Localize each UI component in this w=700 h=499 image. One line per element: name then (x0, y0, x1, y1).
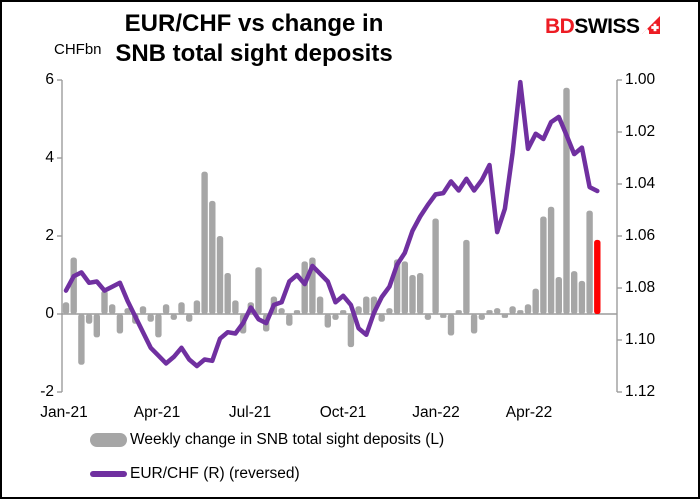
right-axis-tick: 1.08 (625, 279, 656, 296)
deposit-change-bar (571, 271, 578, 314)
deposit-change-bar (124, 308, 131, 314)
deposit-change-bar (232, 300, 239, 314)
left-axis-tick: -2 (40, 383, 54, 400)
chart-title-line1: EUR/CHF vs change in (124, 10, 384, 37)
x-axis-tick: Jan-21 (40, 404, 88, 421)
deposit-change-bar (186, 314, 193, 322)
deposit-change-bar (255, 267, 262, 314)
right-axis-tick: 1.02 (625, 123, 656, 140)
deposit-change-bar (532, 288, 539, 314)
deposit-change-bar (478, 314, 485, 320)
deposit-change-bar (155, 314, 162, 338)
right-axis-tick: 1.12 (625, 383, 656, 400)
deposit-change-bar (424, 314, 432, 320)
deposit-change-bar (278, 308, 285, 314)
deposit-change-bar (316, 296, 324, 314)
deposit-change-bar (432, 218, 439, 314)
left-axis-tick: 4 (45, 149, 54, 166)
left-axis-tick: 0 (45, 305, 54, 322)
deposit-change-bar (455, 310, 462, 314)
deposit-change-bar (463, 239, 470, 314)
deposit-change-bar (293, 310, 301, 314)
left-axis-unit-label: CHFbn (54, 41, 102, 58)
right-axis-tick: 1.06 (625, 227, 656, 244)
deposit-change-bar (201, 171, 208, 314)
deposit-change-bar (93, 314, 100, 338)
deposit-change-bar (509, 306, 516, 314)
legend-item-bars: Weekly change in SNB total sight deposit… (90, 431, 444, 449)
bar-series-swatch (90, 433, 127, 447)
deposit-change-bar (70, 257, 77, 314)
highlighted-latest-bar (594, 239, 601, 314)
x-axis-tick: Jan-22 (412, 404, 460, 421)
deposit-change-bar (540, 216, 547, 314)
deposit-change-bar (101, 290, 108, 314)
deposit-change-bar (78, 314, 85, 365)
deposit-change-bar (139, 306, 147, 314)
eurchf-line (63, 79, 600, 369)
deposit-change-bar (109, 304, 116, 314)
deposit-change-bar (62, 302, 70, 314)
right-axis-tick: 1.00 (625, 71, 656, 88)
deposit-change-bar (324, 314, 331, 328)
x-axis-tick: Apr-21 (133, 404, 181, 421)
deposit-change-bar (578, 280, 586, 314)
x-axis-tick: Oct-21 (319, 404, 367, 421)
deposit-change-bar (170, 314, 177, 320)
deposit-change-bar (340, 310, 347, 314)
deposit-change-bar (547, 206, 555, 314)
deposit-change-bar (178, 302, 185, 314)
deposit-change-bar (524, 304, 532, 314)
deposit-change-bar (501, 314, 509, 318)
deposit-change-bar (355, 306, 362, 314)
deposit-change-bar (401, 261, 408, 314)
swiss-flag-arrow-icon (641, 16, 660, 34)
logo-swiss-text: SWISS (574, 15, 640, 38)
chart-title-line2: SNB total sight deposits (115, 40, 393, 67)
deposit-change-bar (386, 308, 393, 314)
left-axis-tick: 6 (45, 71, 54, 88)
bar-series-label: Weekly change in SNB total sight deposit… (130, 431, 445, 448)
deposit-change-bar (586, 210, 593, 314)
deposit-change-bar (224, 273, 231, 314)
deposit-change-bar (470, 314, 478, 334)
line-series-swatch (90, 471, 127, 477)
deposit-change-bar (162, 304, 170, 314)
right-axis-tick: 1.10 (625, 331, 656, 348)
deposit-change-bar (555, 276, 562, 314)
deposit-change-bar (301, 261, 308, 314)
deposit-change-bar (216, 236, 224, 314)
deposit-change-bar (286, 314, 293, 326)
deposit-change-bar (116, 314, 124, 334)
deposit-change-bar (440, 314, 447, 318)
deposit-change-bar (563, 87, 570, 314)
deposit-change-bar (363, 296, 370, 314)
deposit-change-bar (85, 314, 93, 324)
deposit-change-bar (517, 310, 524, 314)
deposit-change-bar (486, 310, 493, 314)
logo-bd-text: BD (545, 15, 575, 38)
right-axis-tick: 1.04 (625, 175, 656, 192)
x-axis-tick: Jul-21 (228, 404, 272, 421)
deposit-change-bar (209, 200, 216, 314)
left-axis-tick: 2 (45, 227, 54, 244)
deposit-change-bar (347, 314, 355, 348)
line-series-label: EUR/CHF (R) (reversed) (130, 465, 300, 482)
deposit-change-bar (147, 314, 154, 322)
deposit-change-bar (417, 273, 424, 314)
deposit-change-bar (409, 275, 416, 314)
deposit-change-bar (494, 308, 501, 314)
bdswiss-logo: BD SWISS (545, 15, 661, 39)
legend-item-line: EUR/CHF (R) (reversed) (90, 465, 300, 483)
deposit-change-bar (193, 300, 201, 314)
x-axis-tick: Apr-22 (505, 404, 553, 421)
deposit-change-bar (332, 314, 339, 320)
deposit-change-bar (447, 314, 455, 336)
deposit-change-bar (378, 314, 385, 322)
